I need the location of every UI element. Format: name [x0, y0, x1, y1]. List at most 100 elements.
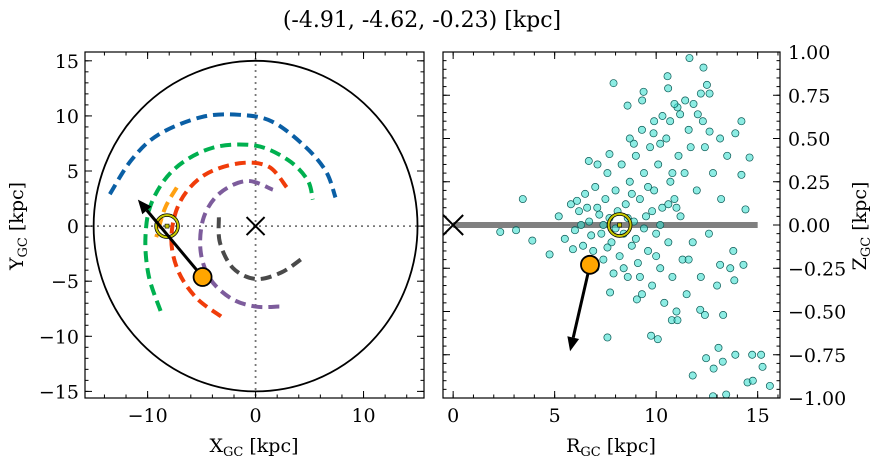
- scatter-point: [713, 281, 722, 290]
- scatter-point: [672, 203, 681, 212]
- scatter-point: [666, 117, 675, 126]
- scatter-point: [684, 255, 693, 264]
- scatter-point: [595, 210, 604, 219]
- scatter-point: [545, 250, 554, 259]
- scatter-point: [722, 390, 731, 398]
- scatter-point: [685, 54, 694, 63]
- scatter-point: [748, 350, 757, 359]
- scatter-point: [688, 371, 697, 380]
- scatter-point: [631, 151, 640, 160]
- scatter-point: [719, 311, 728, 319]
- y-tick-label: 10: [55, 106, 79, 128]
- scatter-point: [518, 195, 527, 203]
- scatter-point: [554, 212, 563, 221]
- scatter-point: [674, 151, 683, 160]
- y-tick-label: −5: [51, 271, 79, 293]
- scatter-point: [652, 229, 661, 238]
- object-marker: [580, 254, 600, 275]
- scatter-point: [638, 96, 647, 105]
- y-tick-label: 0.75: [788, 85, 830, 107]
- scatter-point: [696, 89, 705, 98]
- scatter-point: [648, 281, 657, 290]
- scatter-point: [700, 311, 709, 319]
- scatter-point: [631, 234, 640, 243]
- scatter-point: [673, 316, 682, 325]
- scatter-point: [692, 186, 701, 195]
- scatter-point: [603, 333, 612, 342]
- scatter-point: [593, 160, 602, 169]
- galactic-center-marker: [443, 214, 464, 236]
- y-tick-label: 1.00: [788, 42, 830, 64]
- scatter-point: [726, 264, 735, 273]
- scatter-point: [709, 169, 717, 178]
- left-ylabel: YGC [kpc]: [6, 182, 31, 271]
- scatter-point: [676, 110, 685, 119]
- scatter-point: [577, 221, 585, 229]
- scatter-point: [670, 195, 679, 203]
- scatter-point: [656, 264, 665, 273]
- scatter-point: [680, 169, 689, 178]
- scatter-point: [597, 229, 606, 238]
- scatter-point: [716, 260, 725, 269]
- orbit-arc-4: [216, 217, 306, 282]
- scatter-point: [656, 139, 665, 148]
- velocity-arrow-shaft: [571, 264, 592, 338]
- right-ylabel: ZGC [kpc]: [849, 182, 874, 271]
- xy-panel: −10 0 10 −15 −10 −5 0 5 10 15: [39, 51, 425, 427]
- scatter-point: [635, 195, 644, 203]
- scatter-point: [730, 276, 739, 285]
- y-tick-label: −0.50: [788, 302, 846, 324]
- velocity-arrow-head: [567, 336, 580, 352]
- scatter-point: [496, 227, 505, 236]
- scatter-point: [739, 260, 748, 269]
- velocity-arrow-shaft: [145, 209, 204, 278]
- scatter-point: [729, 246, 738, 255]
- scatter-point: [644, 246, 652, 255]
- scatter-point: [603, 243, 612, 252]
- scatter-point: [705, 89, 714, 98]
- scatter-point: [658, 112, 667, 120]
- scatter-point: [668, 169, 677, 178]
- scatter-point: [745, 153, 754, 162]
- scatter-point: [662, 134, 671, 143]
- scatter-point: [699, 63, 708, 72]
- scatter-point: [654, 160, 663, 169]
- scatter-point: [606, 288, 615, 297]
- galactic-center-marker: [245, 216, 266, 236]
- sun-marker-ring: [607, 213, 632, 237]
- scatter-point: [625, 134, 634, 143]
- orbit-arc-5: [154, 186, 179, 238]
- scatter-point: [731, 129, 740, 138]
- scatter-point: [696, 272, 705, 281]
- scatter-point: [629, 139, 638, 148]
- scatter-point: [627, 189, 636, 198]
- y-tick-label: −15: [39, 381, 79, 403]
- y-tick-label: −0.25: [788, 258, 846, 280]
- left-xlabel: XGC [kpc]: [209, 435, 298, 460]
- scatter-point: [696, 305, 705, 314]
- orbit-arc-3: [198, 178, 280, 310]
- scatter-point: [741, 205, 750, 214]
- scatter-point: [585, 217, 594, 226]
- scatter-point: [660, 298, 669, 307]
- y-tick-label: 0.00: [788, 215, 830, 237]
- scatter-point: [605, 150, 614, 159]
- scatter-point: [633, 259, 642, 268]
- scatter-point: [737, 117, 746, 126]
- scatter-point: [666, 177, 675, 186]
- scatter-point: [698, 117, 707, 126]
- x-tick-label: 10: [644, 405, 668, 427]
- scatter-point: [650, 186, 659, 195]
- scatter-point: [591, 182, 600, 191]
- scatter-point: [709, 364, 718, 373]
- scatter-point: [663, 72, 672, 81]
- scatter-point: [688, 238, 697, 247]
- orbit-arc-2: [169, 160, 289, 319]
- scatter-point: [573, 196, 581, 205]
- scatter-point: [717, 195, 726, 203]
- scatter-point: [714, 343, 723, 352]
- y-tick-label: −1.00: [788, 388, 846, 410]
- scatter-point: [656, 221, 665, 229]
- scatter-point: [579, 241, 588, 250]
